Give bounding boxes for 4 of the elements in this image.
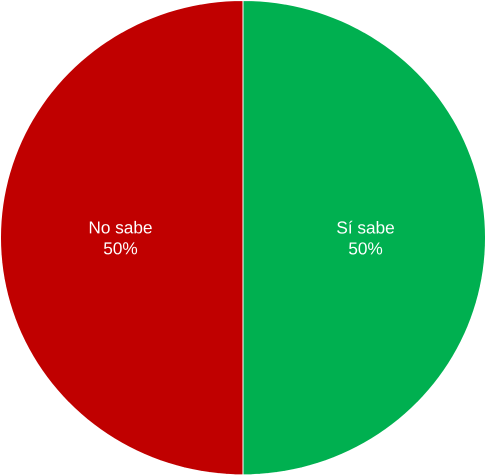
slice-label: No sabe <box>90 220 152 234</box>
slice-label: Sí sabe <box>337 220 394 234</box>
data-label: 50% <box>349 242 382 254</box>
data-label: 50% <box>104 242 138 254</box>
